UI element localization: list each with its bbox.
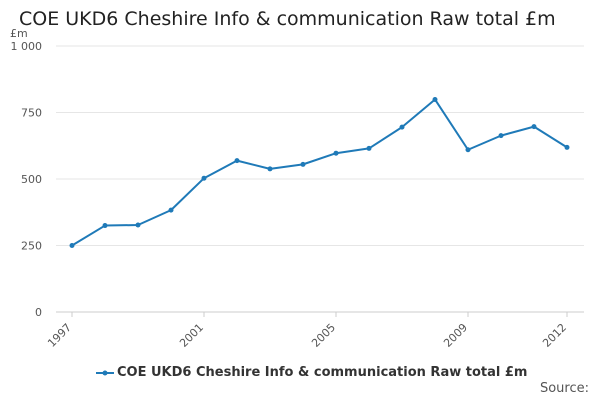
y-tick-label: 500	[21, 173, 42, 186]
data-point	[69, 243, 75, 248]
data-point	[267, 166, 273, 172]
y-tick-label: 0	[35, 306, 42, 319]
x-axis-ticks: 1997 2001 2005 2009 2012	[45, 312, 569, 350]
gridlines	[56, 45, 584, 313]
data-point	[234, 158, 240, 164]
source-label: Source:	[539, 381, 589, 396]
legend-label: COE UKD6 Cheshire Info & communication R…	[117, 365, 528, 380]
data-point	[531, 124, 537, 130]
x-tick-label: 2005	[309, 321, 338, 350]
y-axis-ticks: 0 250 500 750 1 000	[11, 40, 43, 319]
x-tick-label: 2012	[540, 321, 569, 350]
data-point	[300, 161, 306, 167]
y-tick-label: 1 000	[11, 40, 43, 53]
data-point	[432, 96, 438, 102]
chart-title: COE UKD6 Cheshire Info & communication R…	[19, 8, 556, 30]
data-point	[465, 147, 471, 153]
y-tick-label: 750	[21, 107, 42, 120]
legend[interactable]: COE UKD6 Cheshire Info & communication R…	[96, 365, 527, 380]
data-point	[201, 175, 207, 181]
data-point	[366, 145, 372, 151]
data-point	[564, 144, 570, 150]
x-tick-label: 2009	[441, 321, 470, 350]
x-tick-label: 2001	[177, 321, 206, 350]
data-point	[399, 124, 405, 130]
data-point	[135, 222, 141, 228]
series-line	[71, 98, 568, 247]
data-point	[498, 133, 504, 139]
data-point	[168, 207, 174, 213]
series-layer	[69, 96, 570, 248]
data-point	[333, 150, 339, 156]
x-tick-label: 1997	[45, 321, 74, 350]
y-tick-label: 250	[21, 240, 42, 253]
data-point	[102, 223, 108, 229]
legend-swatch	[96, 370, 114, 375]
y-axis-unit-label: £m	[10, 27, 28, 40]
